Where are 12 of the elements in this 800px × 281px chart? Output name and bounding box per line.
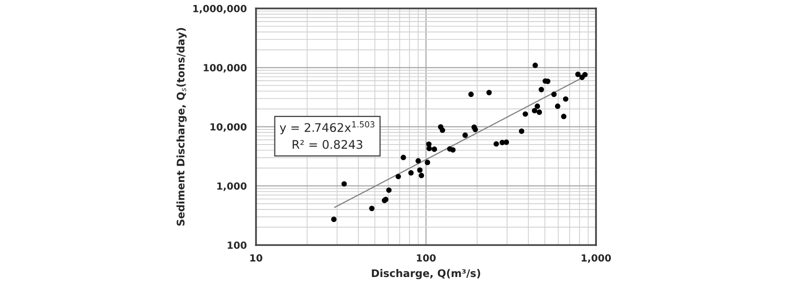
annotation: R² = 0.8243 bbox=[292, 140, 362, 149]
x-tick-label: 100 bbox=[416, 254, 436, 262]
y-tick-label: 10,000 bbox=[210, 123, 247, 132]
y-tick-label: 1,000,000 bbox=[193, 4, 247, 14]
y-axis-title: Sediment Discharge, Q$_{s}$(tons/day) bbox=[176, 28, 187, 226]
y-tick-label: 100 bbox=[228, 242, 247, 249]
x-tick-label: 1,000 bbox=[582, 254, 611, 263]
annotation: y = 2.7462x$^{1.503}$ bbox=[280, 121, 374, 134]
y-tick-label: 100,000 bbox=[204, 64, 247, 73]
y-tick-label: 1,000 bbox=[217, 182, 247, 191]
x-axis-title: Discharge, Q(m³/s) bbox=[372, 269, 480, 280]
x-tick-label: 10 bbox=[250, 254, 262, 262]
